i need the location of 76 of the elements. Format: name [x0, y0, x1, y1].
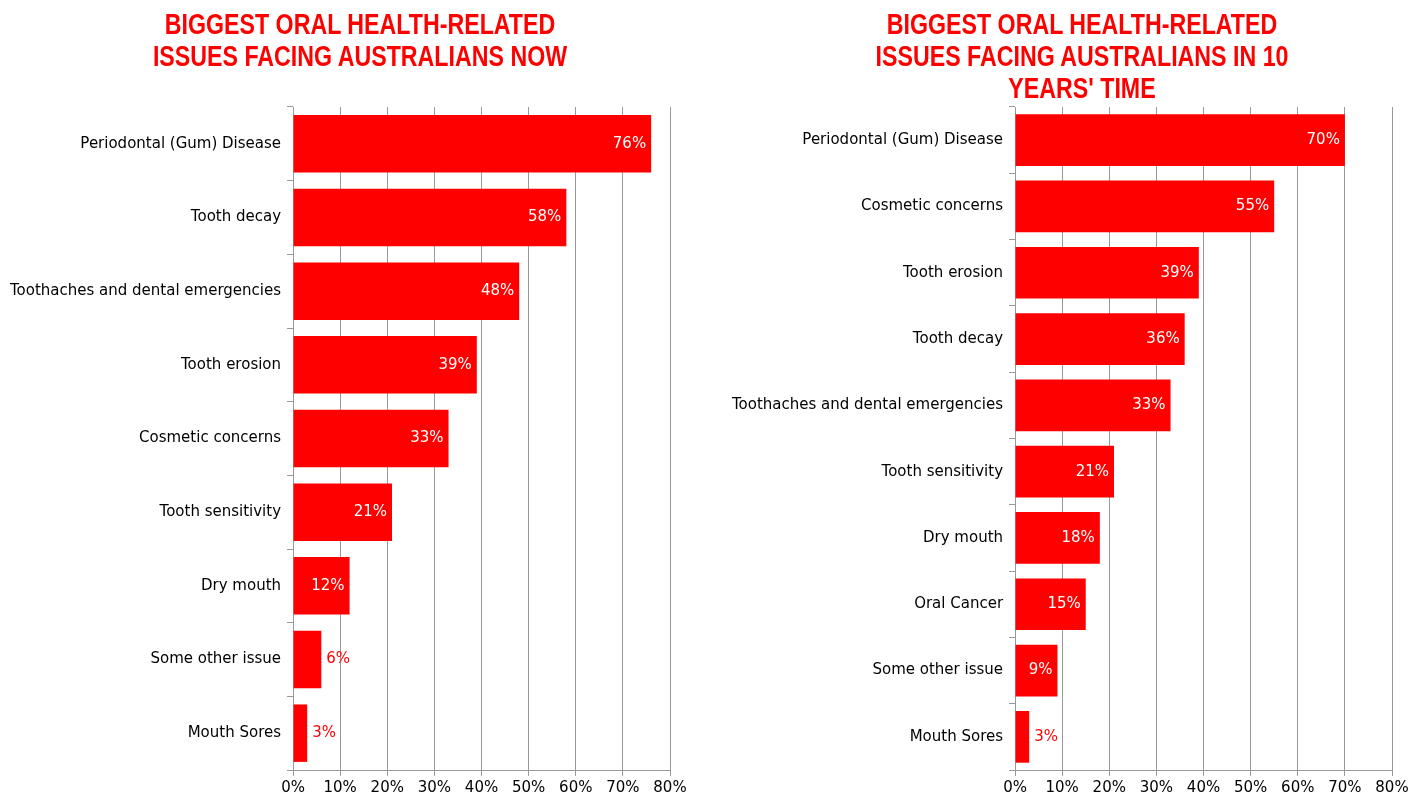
bar [1015, 710, 1030, 763]
bar [293, 262, 520, 320]
y-tick-label: Tooth erosion [902, 262, 1004, 281]
data-label: 48% [480, 281, 515, 300]
bar [293, 336, 477, 394]
y-tick-label: Tooth sensitivity [880, 461, 1004, 480]
x-tick-label: 60% [559, 777, 593, 796]
bar [293, 704, 308, 762]
bar [293, 115, 652, 173]
y-tick-label: Tooth erosion [180, 354, 282, 373]
data-label: 39% [1160, 262, 1194, 281]
data-label: 70% [1306, 130, 1340, 149]
x-tick-label: 60% [1281, 777, 1315, 796]
data-label: 33% [1132, 395, 1166, 414]
x-tick-label: 20% [370, 777, 404, 796]
data-label: 36% [1146, 328, 1180, 347]
x-tick-label: 50% [1233, 777, 1268, 796]
data-label: 76% [612, 133, 647, 152]
y-tick-label: Periodontal (Gum) Disease [80, 133, 282, 152]
y-tick-label: Mouth Sores [909, 726, 1004, 745]
bar [293, 188, 567, 247]
y-tick-label: Some other issue [150, 649, 282, 668]
bar [293, 409, 449, 468]
bar [1015, 246, 1199, 299]
bar [1015, 445, 1114, 498]
data-label: 6% [326, 649, 351, 668]
data-label: 12% [311, 575, 345, 594]
bar [1015, 114, 1345, 167]
bar [1015, 180, 1275, 233]
x-tick-label: 0% [281, 777, 305, 796]
y-tick-label: Mouth Sores [187, 723, 282, 742]
data-label: 21% [1075, 461, 1109, 480]
data-label: 55% [1235, 196, 1270, 215]
y-tick-label: Tooth decay [911, 328, 1004, 347]
data-label: 18% [1061, 527, 1095, 546]
data-label: 9% [1028, 660, 1053, 679]
x-tick-label: 50% [511, 777, 546, 796]
y-tick-label: Periodontal (Gum) Disease [802, 130, 1004, 149]
x-tick-label: 70% [1328, 777, 1362, 796]
chart-title: BIGGEST ORAL HEALTH-RELATED ISSUES FACING AUSTRALIANS NOW [151, 8, 569, 72]
x-tick-label: 0% [1003, 777, 1027, 796]
x-tick-label: 10% [323, 777, 357, 796]
x-tick-label: 20% [1092, 777, 1126, 796]
x-tick-label: 30% [1139, 777, 1174, 796]
y-tick-label: Toothaches and dental emergencies [8, 281, 282, 300]
y-tick-label: Cosmetic concerns [861, 196, 1004, 215]
y-tick-label: Oral Cancer [914, 594, 1004, 613]
bar [293, 483, 392, 541]
x-tick-label: 70% [606, 777, 640, 796]
y-tick-label: Some other issue [872, 660, 1004, 679]
bar [1015, 313, 1185, 365]
data-label: 3% [1034, 726, 1058, 745]
data-label: 33% [410, 428, 444, 447]
data-label: 21% [353, 502, 387, 521]
y-tick-label: Cosmetic concerns [139, 428, 282, 447]
data-label: 15% [1047, 594, 1081, 613]
chart-title: BIGGEST ORAL HEALTH-RELATED ISSUES FACING AUSTRALIANS IN 10 YEARS' TIME [874, 8, 1290, 104]
y-tick-label: Toothaches and dental emergencies [730, 395, 1004, 414]
x-tick-label: 40% [1186, 777, 1221, 796]
x-tick-label: 10% [1045, 777, 1079, 796]
x-tick-label: 40% [464, 777, 499, 796]
data-label: 58% [528, 207, 562, 226]
data-label: 39% [438, 354, 472, 373]
x-tick-label: 80% [653, 777, 687, 796]
bar [293, 557, 350, 615]
y-tick-label: Tooth decay [189, 207, 282, 226]
y-tick-label: Dry mouth [923, 527, 1004, 546]
bar [1015, 379, 1171, 432]
data-label: 3% [312, 723, 336, 742]
x-tick-label: 30% [417, 777, 452, 796]
bar [1015, 578, 1086, 631]
y-tick-label: Tooth sensitivity [158, 502, 282, 521]
x-tick-label: 80% [1375, 777, 1409, 796]
bar [1015, 512, 1100, 564]
bar [293, 630, 322, 689]
y-tick-label: Dry mouth [201, 575, 282, 594]
